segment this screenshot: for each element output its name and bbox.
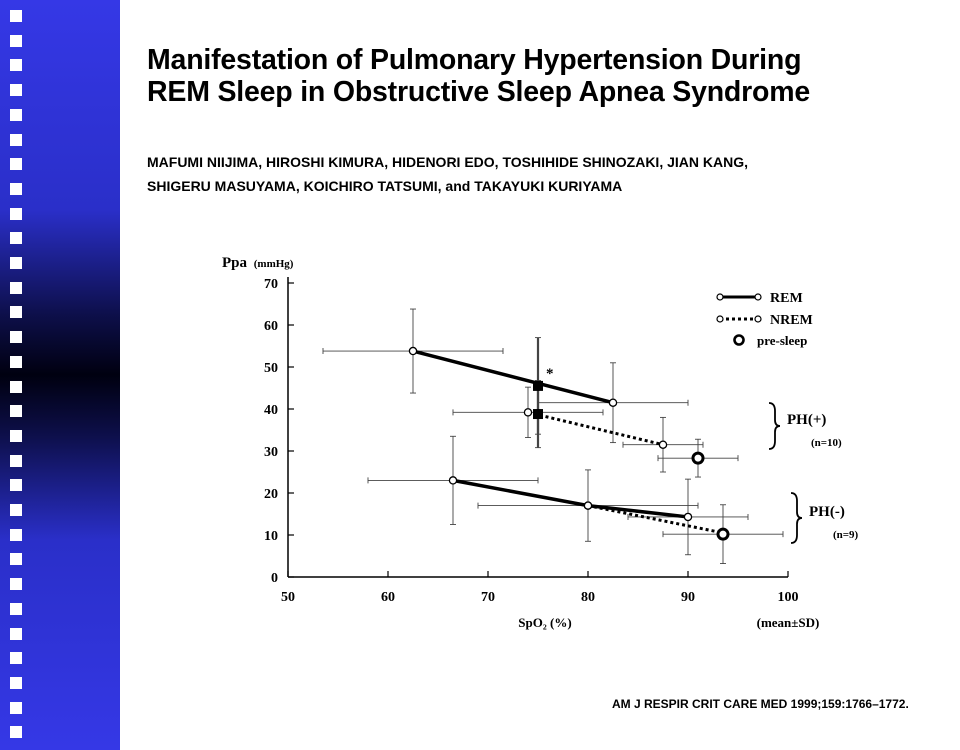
legend-rem-marker	[716, 293, 724, 301]
x-axis-label: SpO₂ (%)	[518, 615, 571, 630]
sidebar-square	[10, 59, 22, 72]
sidebar-square	[10, 504, 22, 516]
sidebar-square	[10, 158, 22, 171]
sidebar-square	[10, 454, 22, 467]
sidebar-square	[10, 652, 22, 665]
legend-nrem-marker	[754, 315, 762, 323]
sidebar-square	[10, 257, 22, 269]
y-tick-label: 70	[264, 277, 278, 292]
ph-positive-rem-point	[408, 346, 418, 356]
ph-negative-presleep-point	[716, 527, 730, 541]
journal-citation: AM J RESPIR CRIT CARE MED 1999;159:1766–…	[612, 697, 909, 711]
chart-axes: 0 10 20 30 40 50 60 70 50 60 70 80 90 100	[264, 277, 799, 605]
sidebar-square	[10, 405, 22, 418]
x-tick-label: 100	[778, 590, 799, 605]
group-label: PH(-)	[809, 504, 845, 520]
x-axis-note: (mean±SD)	[757, 615, 820, 630]
y-tick-label: 20	[264, 487, 278, 502]
y-tick-label: 60	[264, 319, 278, 334]
authors-line-2: SHIGERU MASUYAMA, KOICHIRO TATSUMI, and …	[147, 178, 623, 194]
ph-positive-rem-line	[412, 349, 614, 405]
sidebar-square	[10, 281, 22, 294]
y-axis-label-name: Ppa	[222, 255, 248, 271]
sidebar-square	[10, 701, 22, 714]
ph-negative-rem-point	[448, 476, 458, 485]
y-axis-label: Ppa (mmHg)	[222, 255, 294, 271]
x-tick-label: 50	[281, 590, 295, 605]
y-tick-label: 30	[264, 445, 278, 460]
sidebar-square	[10, 602, 22, 615]
group-n-label: (n=10)	[811, 437, 842, 449]
ph-positive-nrem-mean-marker	[533, 409, 543, 420]
title-line-1: Manifestation of Pulmonary Hypertension …	[147, 44, 802, 76]
ppa-vs-spo2-chart: 0 10 20 30 40 50 60 70 50 60 70 80 90 100 * Ppa (mmHg…	[222, 255, 859, 630]
slide-title: Manifestation of Pulmonary Hypertension …	[147, 44, 947, 108]
sidebar-square	[10, 528, 22, 541]
ph-positive-rem-mean-marker	[533, 380, 543, 391]
sidebar-square	[10, 108, 22, 121]
y-tick-label: 10	[264, 529, 278, 544]
y-axis-label-unit: (mmHg)	[254, 258, 294, 270]
sidebar-square	[10, 578, 22, 591]
sidebar-square	[10, 380, 22, 393]
sidebar-square	[10, 429, 22, 442]
ph-negative-nrem-point	[583, 501, 593, 510]
legend-label-nrem: NREM	[770, 313, 813, 328]
sidebar-square	[10, 306, 22, 319]
error-bars	[322, 308, 784, 565]
title-line-2: REM Sleep in Obstructive Sleep Apnea Syn…	[147, 76, 811, 108]
sidebar-square	[10, 479, 22, 492]
ph-positive-nrem-line	[527, 410, 664, 447]
group-bracket	[790, 492, 803, 544]
sidebar-square	[10, 676, 22, 689]
ph-positive-rem-point	[608, 398, 618, 407]
sidebar-square	[10, 10, 22, 22]
x-tick-label: 60	[381, 590, 395, 605]
sidebar-square	[10, 726, 22, 739]
ph-negative-nrem-line	[587, 504, 724, 535]
y-tick-label: 40	[264, 403, 278, 418]
x-tick-label: 80	[581, 590, 595, 605]
legend-rem-marker	[754, 293, 762, 301]
group-brackets: PH(+) (n=10) PH(-) (n=9)	[768, 402, 859, 544]
sidebar-square	[10, 627, 22, 640]
sidebar-square	[10, 207, 22, 220]
ph-positive-nrem-point	[658, 440, 668, 449]
x-tick-label: 70	[481, 590, 495, 605]
ph-positive-presleep-point	[691, 451, 705, 465]
data-markers: *	[408, 346, 730, 541]
legend-presleep-marker	[733, 334, 745, 346]
sidebar-square	[10, 331, 22, 344]
legend-label-rem: REM	[770, 291, 803, 306]
ph-positive-significance-mark: *	[546, 366, 554, 382]
y-tick-label: 50	[264, 361, 278, 376]
legend-nrem-marker	[716, 315, 724, 323]
sidebar-stripe	[0, 0, 120, 750]
group-label: PH(+)	[787, 412, 826, 428]
legend-label-presleep: pre-sleep	[757, 333, 807, 348]
y-tick-label: 0	[271, 571, 278, 586]
x-tick-label: 90	[681, 590, 695, 605]
group-bracket	[768, 402, 781, 450]
chart-legend: REM NREM pre-sleep	[716, 291, 813, 348]
ph-negative-rem-point	[683, 512, 693, 522]
authors-line-1: MAFUMI NIIJIMA, HIROSHI KIMURA, HIDENORI…	[147, 154, 748, 170]
sidebar-square	[10, 34, 22, 47]
sidebar-square	[10, 182, 22, 195]
sidebar-square	[10, 133, 22, 146]
group-n-label: (n=9)	[833, 529, 859, 541]
sidebar-square	[10, 84, 22, 97]
ph-positive-nrem-point	[523, 408, 533, 417]
ph-negative-rem-line	[452, 478, 689, 519]
sidebar-square	[10, 232, 22, 245]
sidebar-square	[10, 355, 22, 368]
author-list: MAFUMI NIIJIMA, HIROSHI KIMURA, HIDENORI…	[147, 150, 947, 198]
sidebar-square	[10, 553, 22, 566]
